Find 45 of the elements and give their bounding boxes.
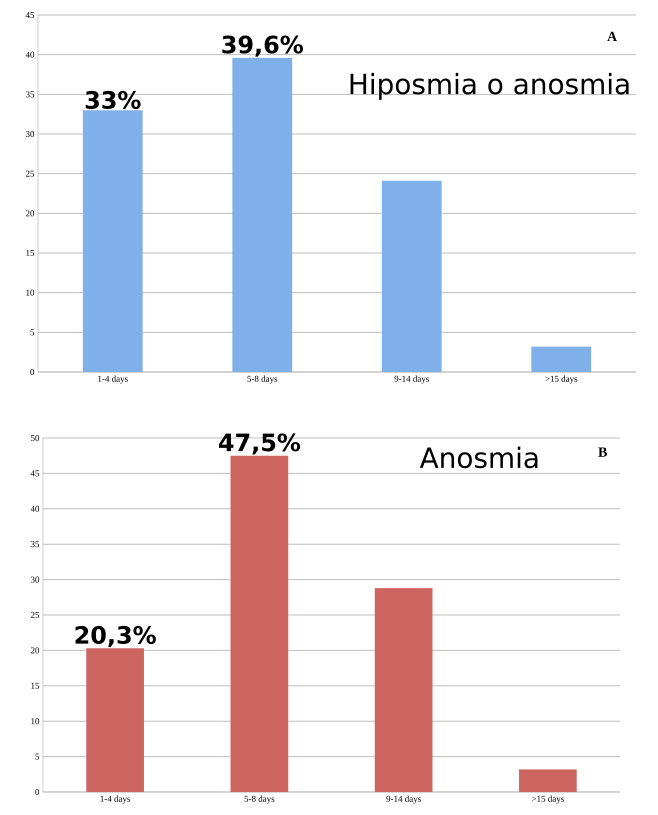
y-tick-label: 30 [26,130,34,138]
y-tick-label: 5 [30,329,34,336]
y-tick-label: 15 [31,682,40,689]
y-tick-label: 25 [26,170,34,177]
y-tick-label: 20 [30,647,40,654]
y-tick-label: 40 [30,506,40,512]
y-tick-label: 30 [30,576,40,583]
y-tick-label: 45 [26,12,34,18]
y-tick-label: 35 [26,91,34,98]
bar [232,58,292,372]
x-tick-label: >15 days [545,376,578,384]
data-label: 39,6% [222,35,303,57]
data-label: 20,3% [76,626,156,648]
y-tick-label: 0 [35,788,40,796]
bar [82,110,143,372]
y-tick-label: 10 [26,290,34,296]
chart-title: Anosmia [420,446,538,468]
y-tick-label: 50 [31,434,40,442]
y-tick-label: 40 [26,52,34,58]
y-tick-label: 45 [30,470,40,476]
y-tick-label: 20 [26,210,34,216]
y-tick-label: 10 [31,718,40,724]
bar [382,180,442,372]
y-tick-label: 15 [26,250,34,256]
y-tick-label: 0 [30,368,34,376]
x-tick-label: 1-4 days [98,376,128,384]
x-tick-label: 5-8 days [244,796,274,804]
y-tick-label: 35 [30,541,40,548]
data-label: 33% [86,90,141,109]
annotation: B [598,448,607,457]
bar [519,769,577,792]
x-tick-label: 9-14 days [394,376,429,384]
annotation: A [607,32,618,42]
x-tick-label: 5-8 days [247,376,278,384]
data-label: 47,5% [218,433,300,454]
bar [374,588,432,792]
bar [86,648,144,792]
x-tick-label: 1-4 days [100,796,130,804]
y-tick-label: 25 [30,612,40,618]
x-tick-label: >15 days [532,796,564,804]
text: Hiposmia o anosmia [350,72,629,100]
y-tick-label: 5 [36,754,40,760]
bar [230,456,288,792]
x-tick-label: 9-14 days [386,796,421,804]
bar [531,346,592,372]
